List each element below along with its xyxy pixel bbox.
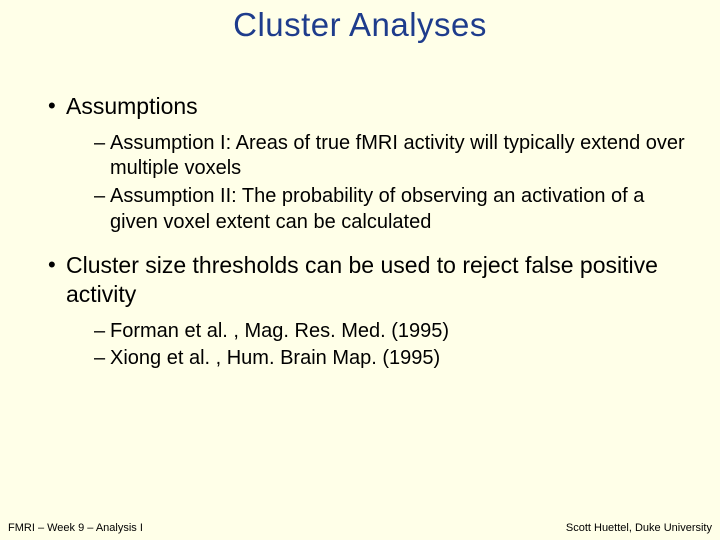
sub-bullet-item: Assumption II: The probability of observ… xyxy=(94,184,692,235)
sub-bullet-item: Xiong et al. , Hum. Brain Map. (1995) xyxy=(94,346,692,372)
slide: Cluster Analyses Assumptions Assumption … xyxy=(0,0,720,540)
bullet-list: Assumptions Assumption I: Areas of true … xyxy=(28,92,692,372)
sub-bullet-list: Assumption I: Areas of true fMRI activit… xyxy=(66,131,692,235)
bullet-text: Assumptions xyxy=(66,93,198,119)
slide-title: Cluster Analyses xyxy=(0,0,720,44)
bullet-item: Cluster size thresholds can be used to r… xyxy=(48,251,692,372)
footer-right: Scott Huettel, Duke University xyxy=(566,522,712,534)
footer-left: FMRI – Week 9 – Analysis I xyxy=(8,522,143,534)
bullet-text: Cluster size thresholds can be used to r… xyxy=(66,252,658,307)
sub-bullet-item: Assumption I: Areas of true fMRI activit… xyxy=(94,131,692,182)
sub-bullet-item: Forman et al. , Mag. Res. Med. (1995) xyxy=(94,319,692,345)
bullet-item: Assumptions Assumption I: Areas of true … xyxy=(48,92,692,235)
slide-footer: FMRI – Week 9 – Analysis I Scott Huettel… xyxy=(8,522,712,534)
slide-content: Assumptions Assumption I: Areas of true … xyxy=(0,44,720,372)
sub-bullet-list: Forman et al. , Mag. Res. Med. (1995) Xi… xyxy=(66,319,692,372)
